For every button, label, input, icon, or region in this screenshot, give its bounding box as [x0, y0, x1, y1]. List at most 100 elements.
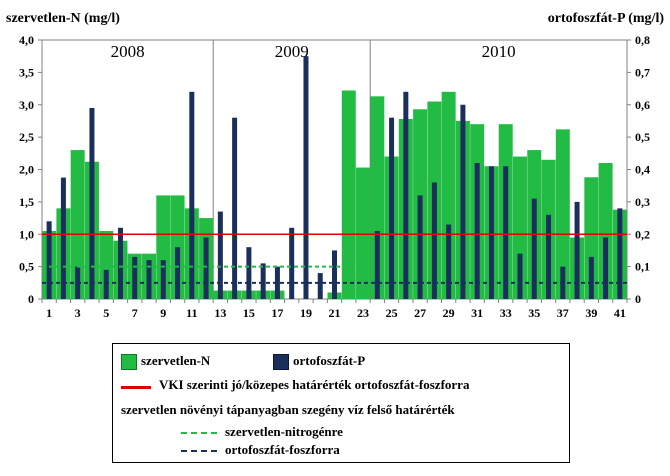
left-tick-label: 1,0: [19, 227, 34, 241]
year-label: 2010: [482, 42, 516, 61]
right-tick-label: 0,3: [635, 195, 650, 209]
left-tick-label: 0,5: [19, 260, 34, 274]
left-axis-title: szervetlen-N (mg/l): [6, 11, 120, 26]
n-bar: [555, 129, 570, 299]
x-tick-label: 9: [160, 306, 166, 320]
left-tick-label: 3,5: [19, 65, 34, 79]
legend-p-threshold-label: ortofoszfát-foszforra: [225, 442, 340, 457]
legend-n-swatch: [121, 354, 137, 370]
p-bar: [217, 211, 223, 299]
left-tick-label: 2,5: [19, 130, 34, 144]
x-tick-label: 1: [46, 306, 52, 320]
left-tick-label: 0: [28, 292, 34, 306]
p-bar: [117, 227, 123, 299]
p-bar: [403, 91, 409, 299]
legend-group-title: szervetlen növényi tápanyagban szegény v…: [121, 402, 455, 417]
x-tick-label: 15: [243, 306, 255, 320]
p-bar: [503, 166, 509, 299]
p-bar: [60, 177, 66, 299]
p-bar: [232, 117, 238, 299]
p-bar: [374, 231, 380, 299]
p-bar: [303, 56, 309, 299]
right-tick-label: 0,4: [635, 163, 650, 177]
n-bar: [584, 177, 599, 299]
right-tick-label: 0,7: [635, 65, 650, 79]
n-bar: [441, 91, 456, 299]
p-bar: [89, 107, 95, 299]
legend: szervetlen-N ortofoszfát-P VKI szerinti …: [112, 343, 570, 463]
p-bar: [417, 195, 423, 299]
n-bar: [70, 150, 85, 299]
p-bar: [531, 198, 537, 299]
p-bar: [603, 237, 609, 299]
x-tick-label: 29: [443, 306, 455, 320]
legend-n-label: szervetlen-N: [141, 353, 211, 368]
right-axis-title: ortofoszfát-P (mg/l): [548, 11, 665, 26]
p-bar: [160, 260, 166, 299]
x-tick-label: 23: [357, 306, 369, 320]
n-bar: [356, 167, 371, 299]
left-tick-label: 1,5: [19, 195, 34, 209]
left-tick-label: 2,0: [19, 163, 34, 177]
n-bar: [341, 90, 356, 299]
p-bar: [546, 214, 552, 299]
x-tick-label: 11: [186, 306, 197, 320]
p-bar: [474, 163, 480, 299]
p-bar: [103, 269, 109, 299]
n-bar: [156, 195, 171, 299]
n-bar: [99, 231, 114, 299]
right-tick-label: 0,5: [635, 130, 650, 144]
p-bar: [274, 266, 280, 299]
p-bar: [517, 253, 523, 299]
p-bar: [460, 104, 466, 299]
x-tick-label: 25: [386, 306, 398, 320]
left-tick-label: 3,0: [19, 98, 34, 112]
right-tick-label: 0,6: [635, 98, 650, 112]
p-bar: [246, 247, 252, 299]
x-tick-label: 37: [557, 306, 569, 320]
right-tick-label: 0,2: [635, 227, 650, 241]
x-tick-label: 35: [528, 306, 540, 320]
p-bar: [317, 273, 323, 299]
p-bar: [488, 166, 494, 299]
p-bar: [617, 208, 623, 299]
n-bar: [512, 156, 527, 299]
p-bar: [203, 237, 209, 299]
legend-n-threshold-label: szervetlen-nitrogénre: [225, 424, 343, 439]
x-tick-label: 33: [500, 306, 512, 320]
p-bar: [389, 117, 395, 299]
legend-p-threshold-line: [181, 450, 217, 452]
x-tick-label: 41: [614, 306, 626, 320]
p-bar: [289, 227, 295, 299]
p-bar: [132, 256, 138, 299]
left-tick-label: 4,0: [19, 33, 34, 47]
right-tick-label: 0,1: [635, 260, 650, 274]
n-bar: [598, 163, 613, 299]
p-bar: [260, 263, 266, 299]
p-bar: [46, 221, 52, 299]
x-tick-label: 31: [471, 306, 483, 320]
x-tick-label: 39: [585, 306, 597, 320]
legend-p-swatch: [273, 354, 289, 370]
p-bar: [431, 182, 437, 299]
year-label: 2008: [111, 42, 145, 61]
legend-p-label: ortofoszfát-P: [293, 353, 366, 368]
legend-n-threshold-line: [181, 432, 217, 434]
x-tick-label: 7: [132, 306, 138, 320]
p-bar: [574, 201, 580, 299]
n-bar: [370, 96, 385, 300]
x-tick-label: 17: [271, 306, 283, 320]
x-tick-label: 21: [329, 306, 341, 320]
plot-area: 2008 2009 2010 0 0,5 1,0 1,5 2,0 2,5 3,0 3,5 4,0 0 0,…: [19, 33, 650, 320]
x-tick-label: 5: [103, 306, 109, 320]
p-bar: [588, 256, 594, 299]
x-tick-label: 13: [214, 306, 226, 320]
right-tick-label: 0,8: [635, 33, 650, 47]
x-tick-label: 27: [414, 306, 426, 320]
right-tick-label: 0: [635, 292, 641, 306]
x-tick-label: 19: [300, 306, 312, 320]
legend-vki-line: [121, 386, 151, 389]
p-bar: [332, 250, 337, 299]
p-bar: [446, 224, 452, 299]
